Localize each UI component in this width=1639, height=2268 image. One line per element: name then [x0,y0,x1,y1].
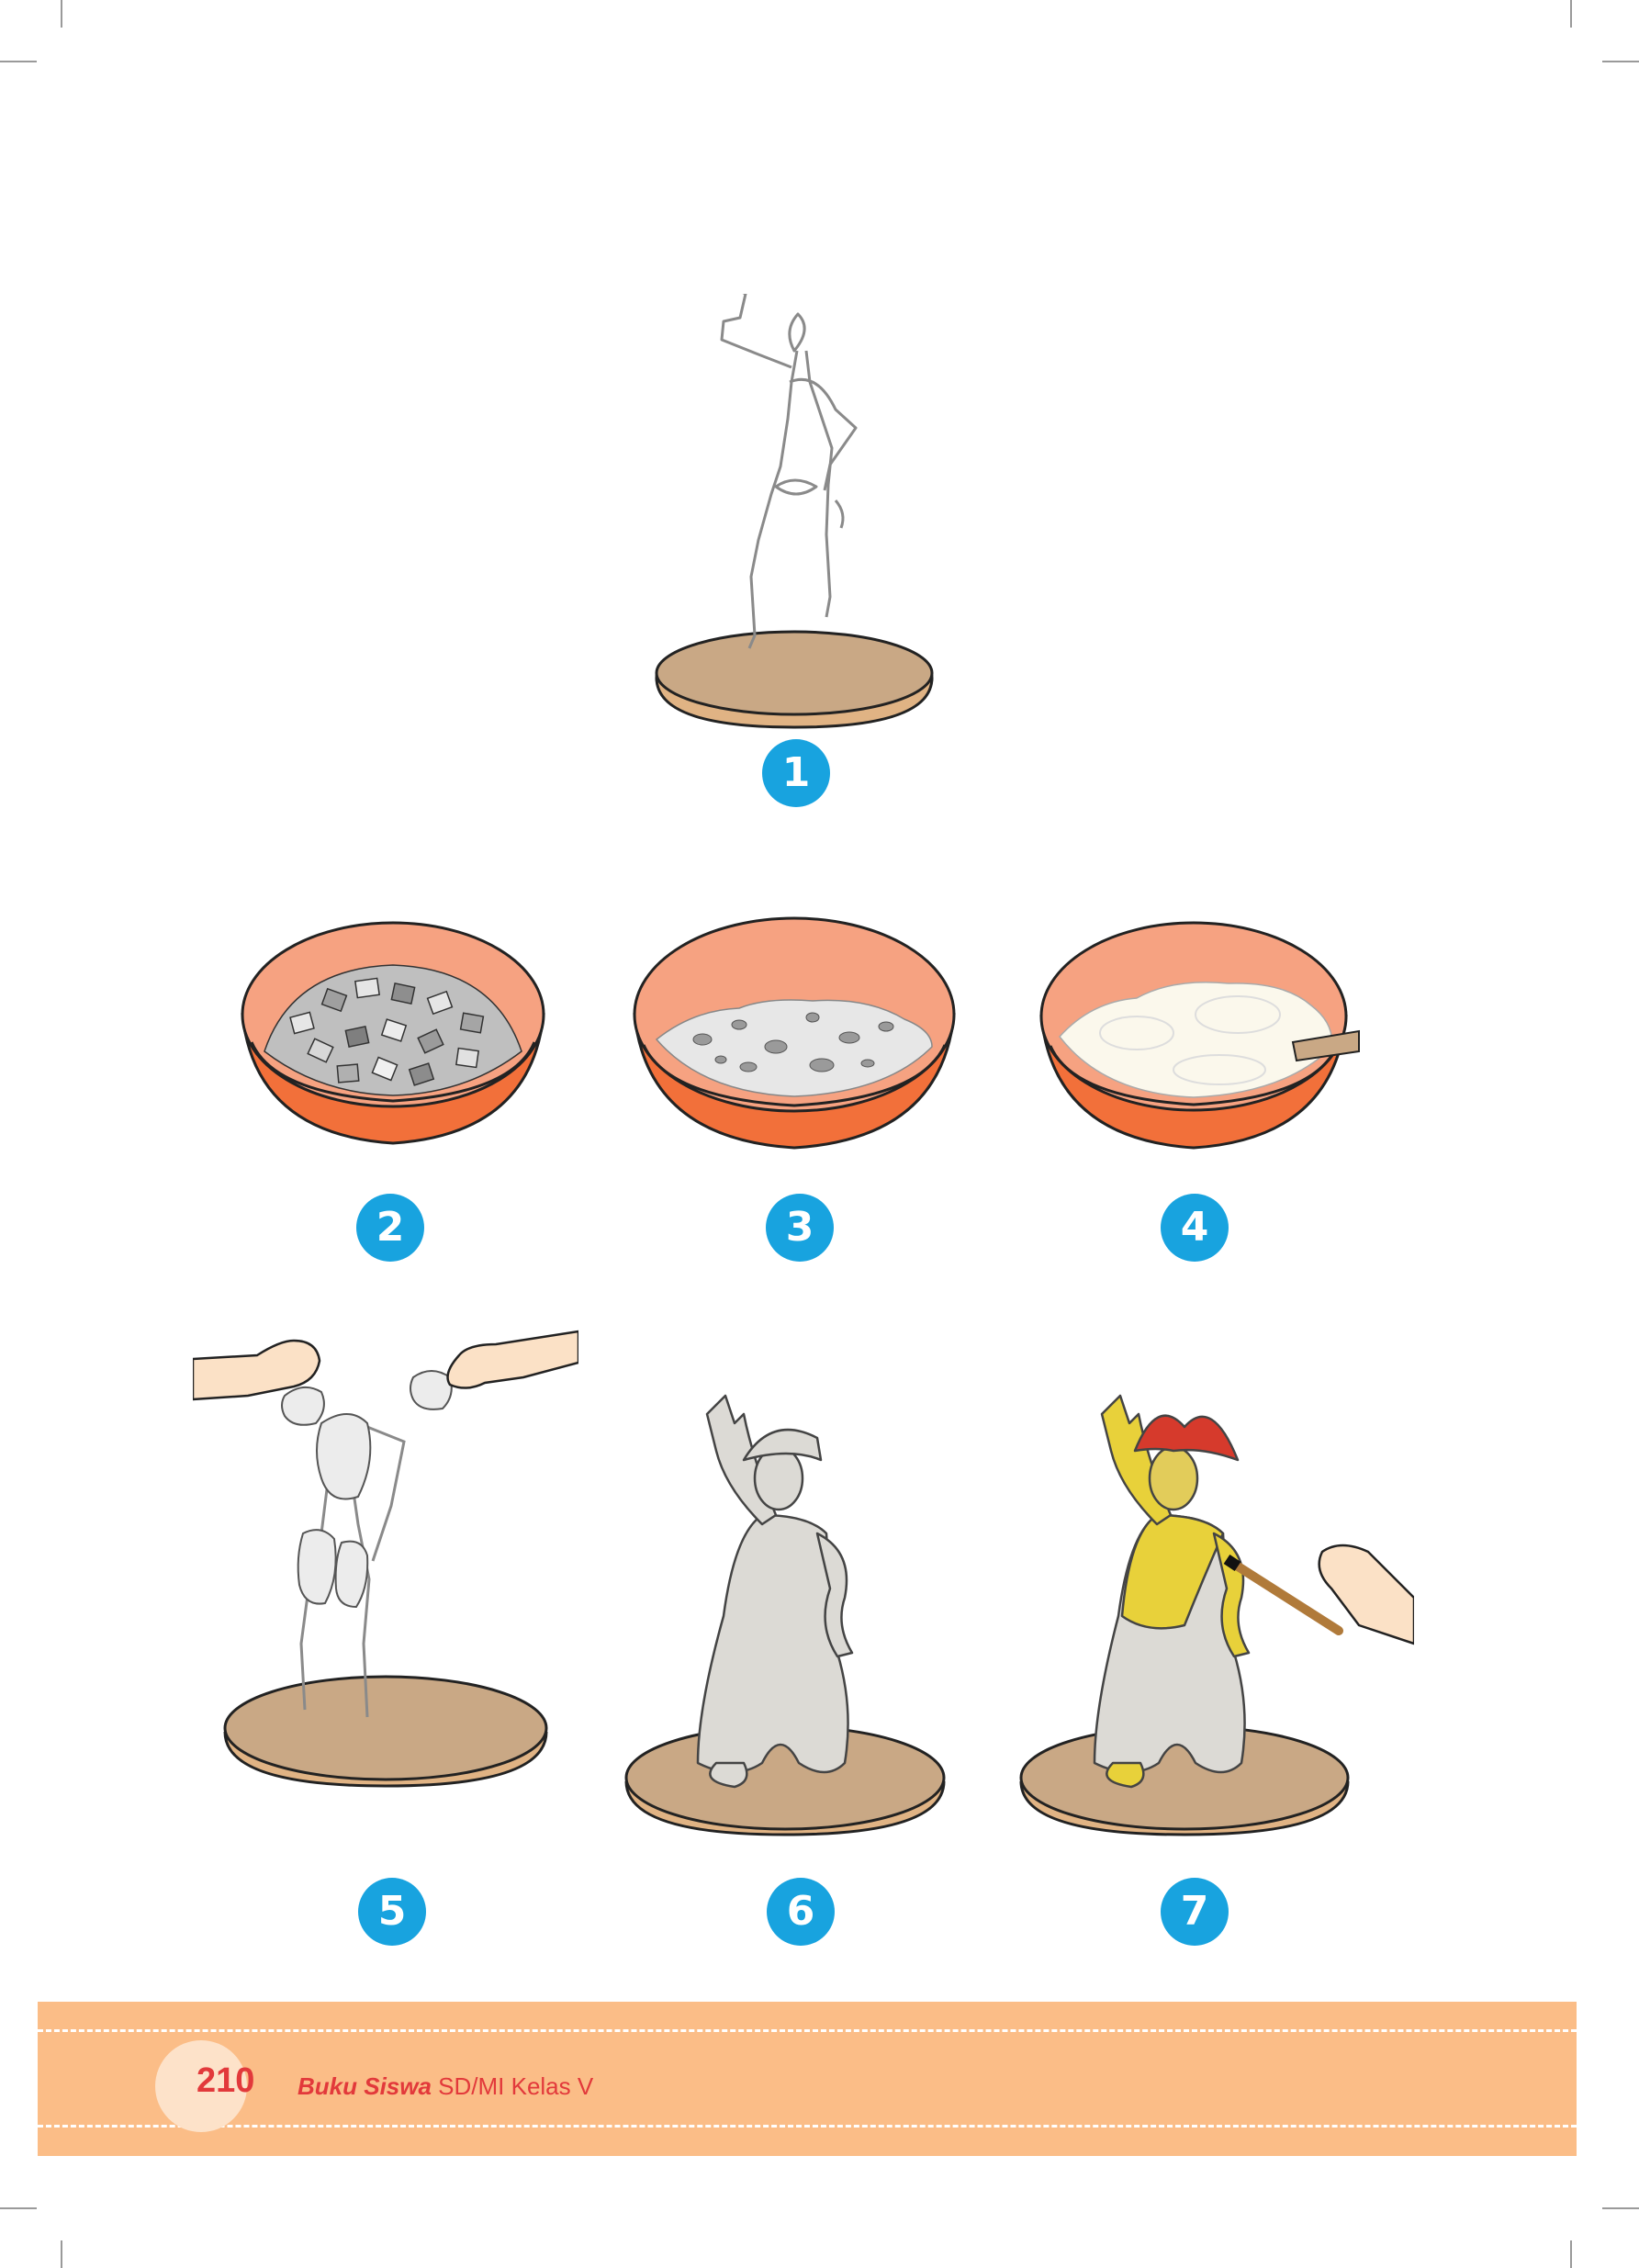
wire-frame-illustration [655,294,934,729]
book-title-rest: SD/MI Kelas V [431,2072,594,2100]
crop-mark [1602,2207,1639,2209]
step-badge-4: 4 [1161,1194,1229,1262]
step-badge-6: 6 [767,1878,835,1946]
bowl-torn-paper-illustration [241,921,545,1145]
bowl-paper-pulp-illustration [1039,921,1360,1150]
page-number-circle [155,2040,247,2132]
painting-statue-illustration [1019,1394,1414,1836]
step-badge-7: 7 [1161,1878,1229,1946]
footer-dashed-line [38,2029,1577,2032]
crop-mark [0,61,37,62]
crop-mark [0,2207,37,2209]
crop-mark [61,2240,62,2268]
step-badge-3: 3 [766,1194,834,1262]
footer-dashed-line [38,2125,1577,2128]
page-number: 210 [196,2061,255,2100]
step-badge-2: 2 [356,1194,424,1262]
step-badge-5: 5 [358,1878,426,1946]
hands-applying-pulp-illustration [193,1330,578,1788]
unpainted-statue-illustration [624,1394,946,1836]
crop-mark [1570,0,1572,28]
crop-mark [61,0,62,28]
book-title-bold: Buku Siswa [297,2072,432,2100]
crop-mark [1602,61,1639,62]
step-badge-1: 1 [762,739,830,807]
book-title: Buku Siswa SD/MI Kelas V [297,2072,593,2101]
footer-band [38,2002,1577,2156]
crop-mark [1570,2240,1572,2268]
bowl-soaked-paper-illustration [633,916,956,1150]
